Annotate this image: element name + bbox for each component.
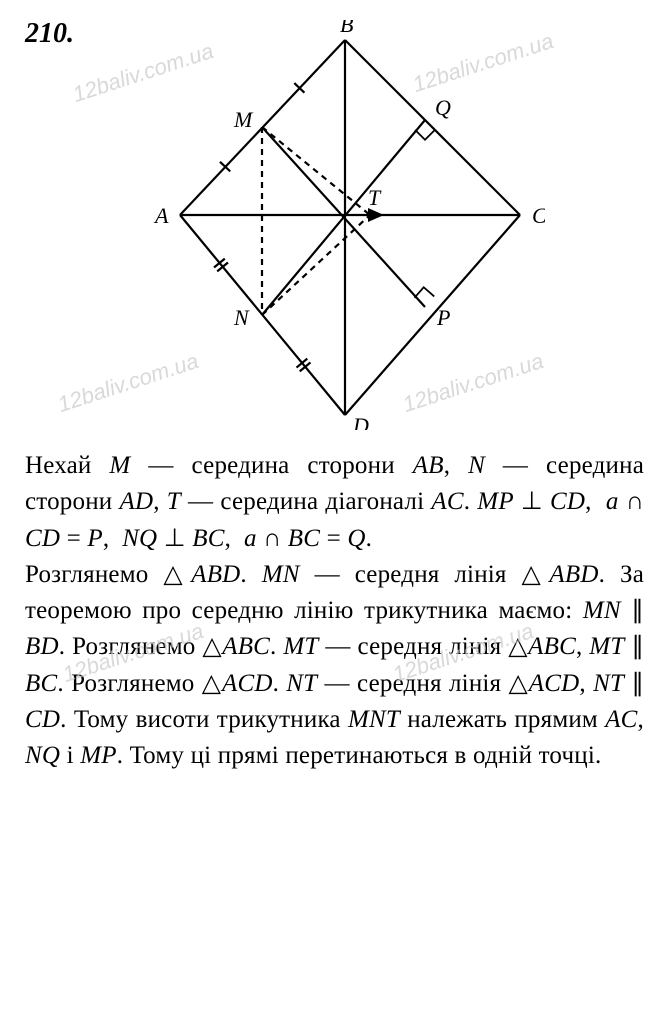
svg-text:A: A	[153, 203, 169, 228]
svg-text:Q: Q	[435, 95, 451, 120]
paragraph: Нехай M — середина сторони AB, N — серед…	[25, 448, 644, 557]
paragraph: Розглянемо △ABD. MN — середня лінія △ABD…	[25, 557, 644, 775]
svg-text:N: N	[233, 305, 250, 330]
problem-number: 210.	[25, 18, 74, 50]
svg-text:M: M	[233, 107, 254, 132]
svg-text:P: P	[436, 305, 450, 330]
solution-text: Нехай M — середина сторони AB, N — серед…	[25, 448, 644, 774]
svg-text:D: D	[352, 413, 369, 430]
svg-text:B: B	[340, 20, 353, 37]
geometry-diagram: A B C D M N Q P T	[125, 20, 545, 430]
svg-text:T: T	[368, 185, 382, 210]
svg-text:C: C	[532, 203, 545, 228]
